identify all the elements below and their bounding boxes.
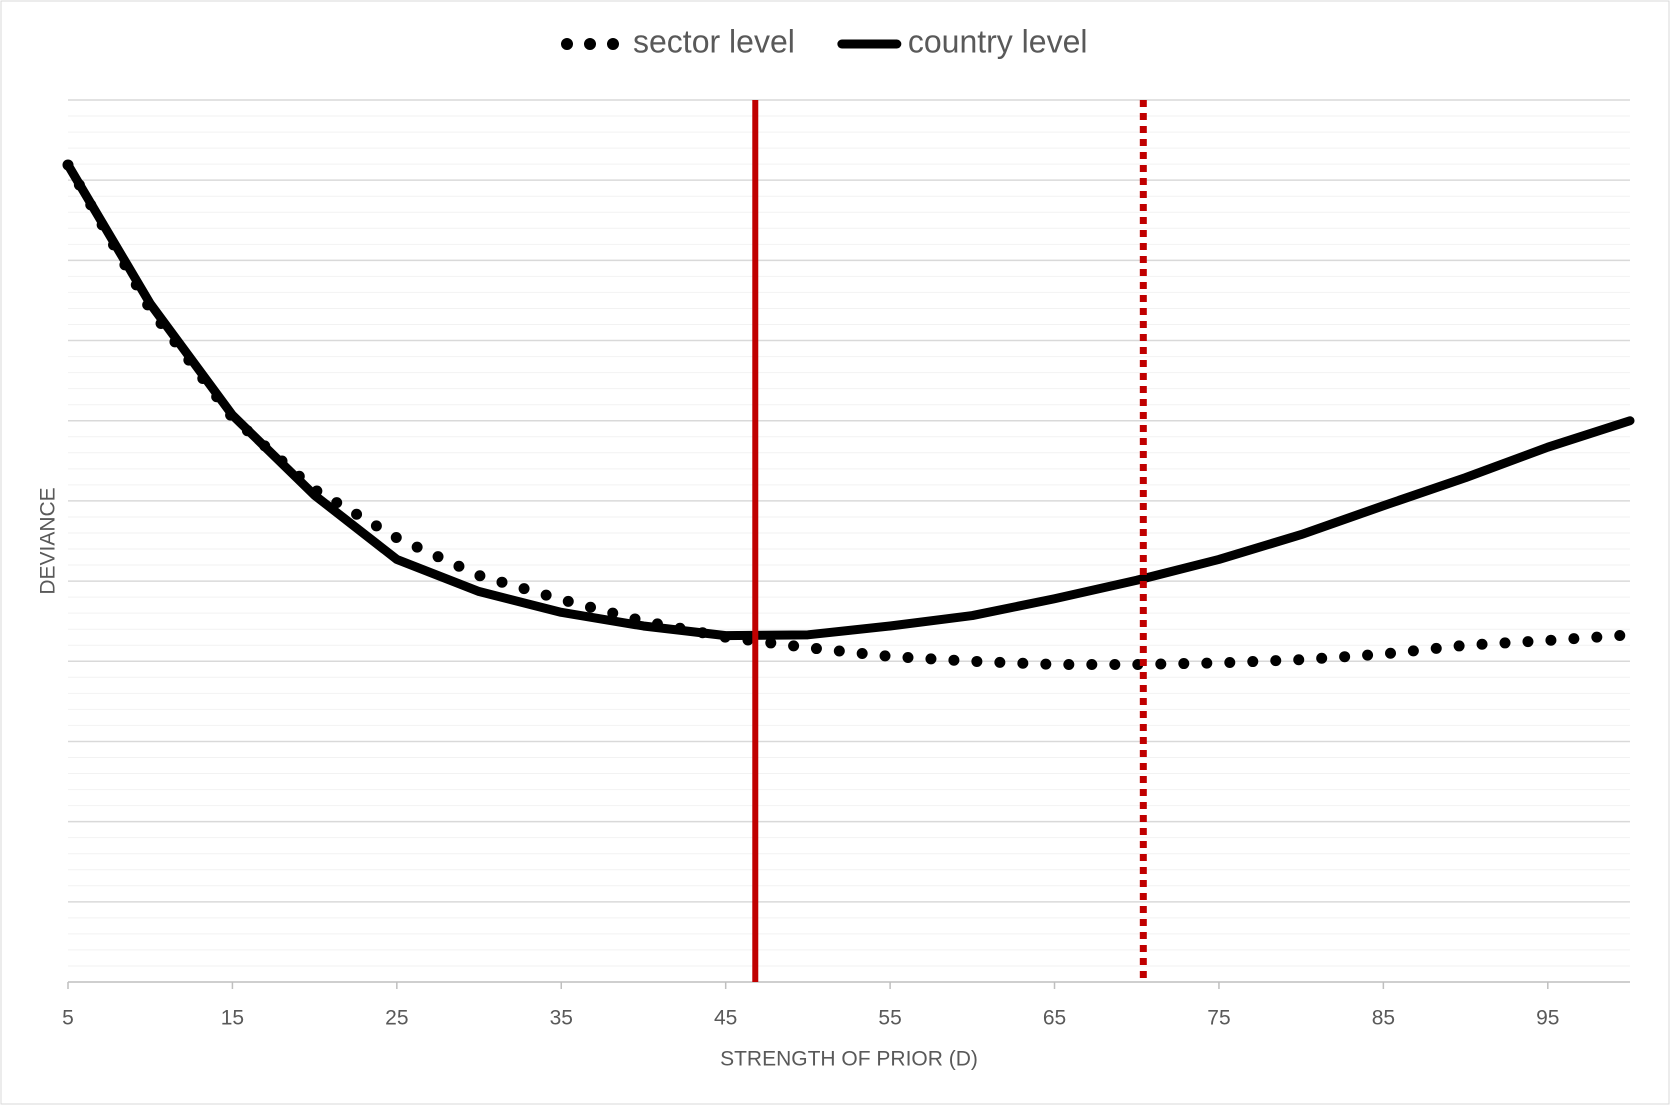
series-line (62, 159, 1636, 670)
y-axis-title: DEVIANCE (37, 487, 60, 594)
x-tick-label: 85 (1372, 1007, 1395, 1030)
legend-label: sector level (633, 23, 795, 59)
legend: sector level country level (561, 23, 1088, 59)
x-axis-title: STRENGTH OF PRIOR (D) (720, 1048, 978, 1071)
x-tick-label: 65 (1043, 1007, 1066, 1030)
grid: 5 15 25 35 45 55 65 75 85 95 (62, 99, 1630, 1030)
plot (62, 100, 1636, 982)
x-tick-label: 95 (1536, 1007, 1559, 1030)
x-tick-label: 25 (385, 1007, 408, 1030)
x-tick-label: 35 (550, 1007, 573, 1030)
x-tick-label: 45 (714, 1007, 737, 1030)
x-tick-label: 5 (62, 1007, 74, 1030)
legend-label: country level (908, 23, 1088, 59)
series-line (63, 160, 1635, 641)
x-tick-label: 15 (221, 1007, 244, 1030)
x-tick-label: 55 (878, 1007, 901, 1030)
x-tick-label: 75 (1207, 1007, 1230, 1030)
